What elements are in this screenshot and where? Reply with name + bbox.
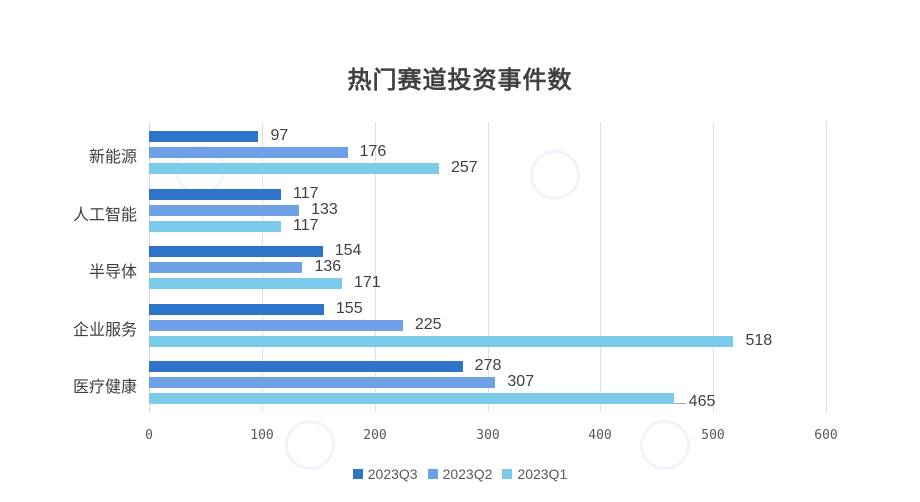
bar-2023q2[interactable] [149, 377, 496, 388]
data-label: 257 [450, 159, 478, 176]
bar-2023q3[interactable] [149, 246, 323, 257]
category-label: 医疗健康 [72, 379, 137, 396]
bar-2023q3[interactable] [149, 361, 463, 372]
bar-2023q2[interactable] [149, 204, 300, 216]
watermark-icon [285, 420, 335, 470]
x-tick-label: 400 [588, 428, 612, 443]
legend-item-q2[interactable]: 2023Q2 [427, 466, 493, 482]
data-label: 225 [414, 315, 442, 333]
gridline [600, 122, 601, 412]
legend-swatch-icon [352, 469, 363, 479]
bar-2023q3[interactable] [149, 131, 259, 142]
data-label: 307 [507, 373, 535, 390]
x-tick-label: 500 [701, 428, 725, 443]
gridline [713, 122, 714, 412]
legend-label: 2023Q2 [442, 466, 493, 482]
data-label: 97 [270, 127, 289, 144]
category-label: 人工智能 [72, 206, 137, 224]
data-label: 154 [334, 242, 362, 259]
data-label: 278 [474, 357, 502, 374]
gridline [826, 122, 827, 412]
legend-label: 2023Q3 [367, 466, 418, 482]
label-leader-line [673, 403, 686, 404]
data-label: 133 [311, 200, 338, 218]
chart-title: 热门赛道投资事件数 [347, 65, 573, 94]
watermark-icon [530, 150, 580, 200]
data-label: 465 [688, 393, 716, 410]
legend-item-q1[interactable]: 2023Q1 [502, 466, 567, 482]
bar-2023q1[interactable] [149, 393, 674, 404]
bar-2023q3[interactable] [149, 303, 324, 315]
data-label: 176 [359, 143, 387, 160]
bar-2023q1[interactable] [149, 163, 439, 174]
legend: 2023Q3 2023Q2 2023Q1 [0, 466, 920, 482]
gridline [375, 122, 376, 412]
x-tick-label: 600 [814, 428, 838, 443]
category-label: 新能源 [88, 149, 137, 166]
category-label: 企业服务 [72, 321, 137, 339]
x-tick-label: 0 [145, 428, 153, 443]
x-tick-label: 300 [476, 428, 500, 443]
data-label: 117 [293, 184, 319, 202]
bar-2023q2[interactable] [149, 319, 403, 331]
legend-label: 2023Q1 [517, 466, 568, 482]
data-label: 136 [314, 258, 342, 275]
data-label: 171 [353, 274, 381, 291]
legend-item-q3[interactable]: 2023Q3 [352, 466, 418, 482]
bar-2023q2[interactable] [149, 147, 348, 158]
data-label: 117 [293, 216, 319, 234]
data-label: 518 [745, 331, 773, 349]
bar-2023q1[interactable] [149, 335, 734, 347]
x-tick-label: 100 [250, 428, 274, 443]
x-tick-label: 200 [363, 428, 387, 443]
bar-2023q2[interactable] [149, 262, 303, 273]
bar-2023q1[interactable] [149, 220, 281, 232]
data-label: 155 [335, 299, 363, 317]
bar-2023q3[interactable] [149, 188, 281, 200]
legend-swatch-icon [427, 469, 438, 479]
bar-2023q1[interactable] [149, 278, 342, 289]
watermark-icon [640, 420, 690, 470]
category-label: 半导体 [88, 264, 137, 281]
legend-swatch-icon [502, 469, 513, 479]
gridline [488, 122, 489, 412]
